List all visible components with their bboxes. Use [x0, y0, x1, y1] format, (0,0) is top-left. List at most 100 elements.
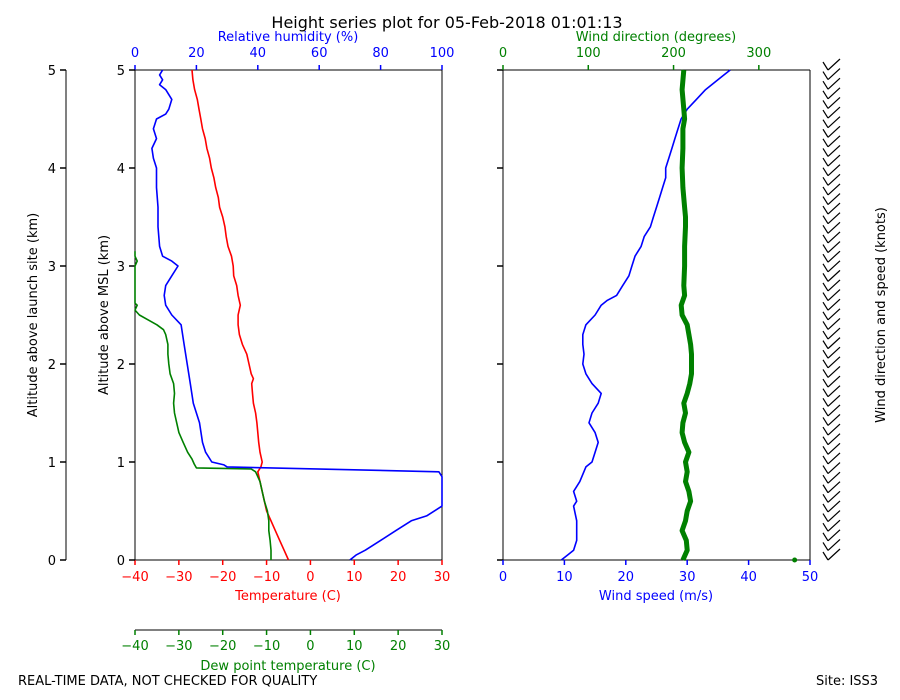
wind-speed-axis-tick-label: 20: [618, 570, 635, 585]
dewpoint-axis-tick-label: 10: [346, 639, 363, 654]
wind-barb-flag: [822, 167, 829, 177]
wind-barb-flag: [822, 253, 829, 263]
wind-barb-flag: [822, 542, 829, 551]
wind-barb-flag: [822, 494, 829, 503]
series-point: [792, 557, 798, 563]
wind-barb-flag: [822, 128, 829, 138]
wind-barb: [827, 221, 841, 234]
temperature-axis-label: Temperature (C): [234, 589, 341, 604]
temperature-axis-tick-label: 0: [306, 570, 314, 585]
inner-altitude-tick-label: 4: [117, 162, 125, 177]
humidity-axis-tick-label: 20: [188, 46, 205, 61]
wind-barb: [827, 375, 841, 388]
wind-barb-flag: [822, 330, 829, 340]
wind-barb-flag: [822, 148, 829, 157]
outer-altitude-tick-label: 1: [48, 456, 56, 471]
dewpoint-axis-tick-label: −10: [253, 639, 280, 654]
wind-speed-axis-tick-label: 30: [679, 570, 696, 585]
wind-barb: [827, 356, 841, 369]
series-line-wind-direction: [678, 69, 694, 562]
wind-barb: [827, 327, 841, 340]
wind-direction-axis-tick-label: 300: [746, 46, 771, 61]
wind-barb: [827, 135, 841, 148]
wind-barb: [827, 317, 841, 330]
wind-barb-flag: [822, 503, 829, 513]
dewpoint-axis-label: Dew point temperature (C): [200, 659, 375, 674]
dewpoint-axis-tick-label: −20: [209, 639, 236, 654]
wind-panel: 0 10 20 30 40 50 0 100 200 300: [497, 46, 841, 585]
wind-barb: [827, 529, 841, 542]
wind-barb: [827, 394, 841, 407]
wind-barb-flag: [822, 90, 829, 100]
wind-barb-flag: [822, 522, 829, 532]
temperature-axis-tick-label: −30: [165, 570, 192, 585]
thermo-lines: [134, 69, 443, 561]
wind-barb-flag: [822, 263, 829, 273]
wind-barb: [827, 481, 841, 494]
wind-barb-flag: [822, 551, 829, 561]
outer-altitude-tick-label: 2: [48, 358, 56, 373]
altitude-msl-axis-label: Altitude above MSL (km): [97, 235, 112, 395]
inner-altitude-tick-label: 3: [117, 260, 125, 275]
wind-barb: [827, 68, 841, 81]
inner-altitude-tick-label: 2: [117, 358, 125, 373]
dewpoint-axis-tick-label: 20: [390, 639, 407, 654]
wind-barb-flag: [822, 244, 829, 253]
wind-barb: [827, 442, 841, 455]
wind-barb-flag: [822, 378, 829, 388]
wind-ticks: 0 10 20 30 40 50 0 100 200 300: [497, 46, 818, 585]
wind-barb: [827, 106, 841, 119]
quality-notice: REAL-TIME DATA, NOT CHECKED FOR QUALITY: [18, 674, 318, 689]
wind-barb-flag: [822, 417, 829, 426]
wind-barb-flag: [822, 119, 829, 128]
wind-barb: [827, 423, 841, 436]
wind-barb: [827, 404, 841, 417]
site-label: Site: ISS3: [816, 674, 879, 689]
humidity-axis-label: Relative humidity (%): [218, 30, 359, 45]
wind-barb-axis-label: Wind direction and speed (knots): [874, 207, 889, 423]
chart-title: Height series plot for 05-Feb-2018 01:01…: [271, 13, 622, 32]
wind-barb: [827, 337, 841, 350]
wind-barb-flag: [822, 474, 829, 484]
wind-barb-flag: [822, 407, 829, 417]
wind-barb-flag: [822, 225, 829, 234]
wind-speed-axis-label: Wind speed (m/s): [599, 589, 713, 604]
wind-barb-flag: [822, 80, 829, 90]
wind-barb-flag: [822, 349, 829, 359]
wind-barb: [827, 77, 841, 90]
wind-barb-flag: [822, 445, 829, 455]
wind-barb-flag: [822, 138, 829, 148]
wind-barbs: [822, 58, 841, 561]
temperature-axis-tick-label: 10: [346, 570, 363, 585]
wind-barb-flag: [822, 273, 829, 282]
humidity-axis-tick-label: 0: [131, 46, 139, 61]
wind-barb-flag: [822, 397, 829, 407]
wind-barb: [827, 519, 841, 532]
temperature-axis-tick-label: −20: [209, 570, 236, 585]
dewpoint-axis-tick-label: −30: [165, 639, 192, 654]
series-line-relative-humidity: [151, 69, 443, 561]
outer-altitude-tick-label: 0: [48, 554, 56, 569]
thermo-panel: −40 −30 −20 −10 0 10 20 30−40 −30 −20 −10 0 10 20 300 2…: [48, 46, 455, 654]
humidity-axis-tick-label: 100: [430, 46, 455, 61]
wind-barb: [827, 500, 841, 513]
wind-direction-axis-tick-label: 0: [499, 46, 507, 61]
wind-barb: [827, 289, 841, 302]
wind-barb-flag: [822, 71, 829, 80]
inner-altitude-tick-label: 0: [117, 554, 125, 569]
wind-barb-flag: [822, 465, 829, 474]
wind-barb-flag: [822, 369, 829, 378]
wind-barb: [827, 346, 841, 359]
wind-barb: [827, 87, 841, 100]
wind-barb: [827, 260, 841, 273]
wind-direction-axis-tick-label: 100: [576, 46, 601, 61]
wind-barb: [827, 231, 841, 244]
wind-barb: [827, 548, 841, 561]
wind-barb: [827, 414, 841, 426]
wind-barb-flag: [822, 205, 829, 215]
wind-barb: [827, 193, 841, 205]
humidity-axis-tick-label: 60: [311, 46, 328, 61]
wind-speed-axis-tick-label: 10: [556, 570, 573, 585]
wind-barb-flag: [822, 61, 829, 71]
